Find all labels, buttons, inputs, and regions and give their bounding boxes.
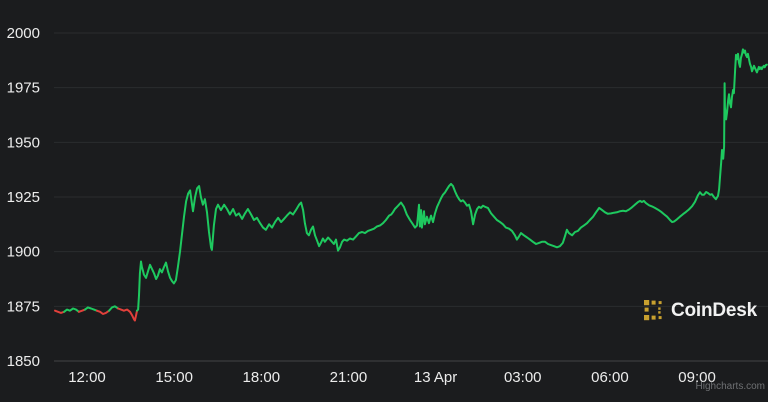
x-axis-label: 09:00 <box>678 369 716 386</box>
x-axis-label: 13 Apr <box>414 369 457 386</box>
price-line-segment-down <box>117 307 138 322</box>
y-axis-label: 1975 <box>7 80 40 97</box>
x-axis-label: 12:00 <box>68 369 106 386</box>
coindesk-logo-text: CoinDesk <box>670 300 757 321</box>
highcharts-credit-link[interactable]: Highcharts.com <box>695 381 765 392</box>
coindesk-icon <box>643 300 665 321</box>
y-axis-label: 1950 <box>7 134 40 151</box>
y-axis-label: 1850 <box>7 353 40 370</box>
x-axis-label: 06:00 <box>591 369 629 386</box>
price-line-segment-up <box>84 306 98 312</box>
x-axis-label: 03:00 <box>504 369 542 386</box>
price-line-segment-down <box>54 309 66 314</box>
y-axis-label: 1875 <box>7 298 40 315</box>
price-line-segment-down <box>77 308 86 313</box>
y-axis-label: 2000 <box>7 25 40 42</box>
price-line-segment-up <box>108 305 120 312</box>
price-line-segment-up <box>63 307 80 313</box>
y-axis-label: 1900 <box>7 244 40 261</box>
x-axis-label: 18:00 <box>243 369 281 386</box>
x-axis-label: 15:00 <box>155 369 193 386</box>
y-axis-label: 1925 <box>7 189 40 206</box>
x-axis-label: 21:00 <box>330 369 368 386</box>
coindesk-logo: CoinDesk <box>643 300 757 321</box>
price-line-segment-up <box>136 48 768 312</box>
price-line-segment-down <box>95 309 111 315</box>
